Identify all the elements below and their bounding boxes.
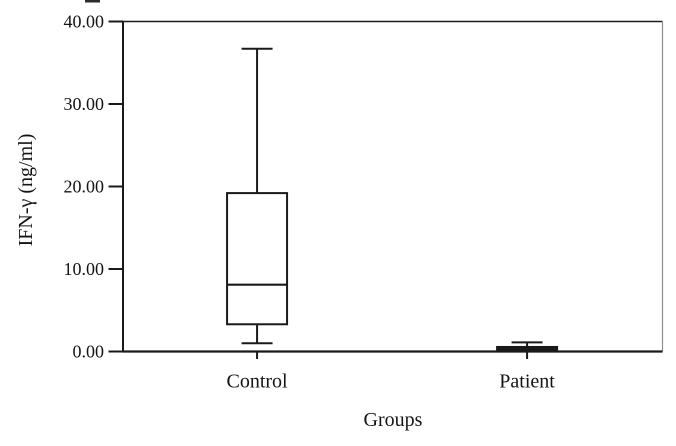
y-tick-label: 0.00 bbox=[73, 342, 105, 362]
category-label: Patient bbox=[499, 371, 555, 393]
y-tick-label: 40.00 bbox=[64, 12, 105, 32]
category-label: Control bbox=[227, 371, 289, 393]
y-tick-label: 20.00 bbox=[64, 177, 105, 197]
y-axis-title: IFN-γ (ng/ml) bbox=[15, 134, 37, 247]
y-tick-label: 30.00 bbox=[64, 94, 105, 114]
box-control bbox=[226, 192, 289, 326]
y-tick-label: 10.00 bbox=[64, 259, 105, 279]
crop-artifact bbox=[85, 0, 100, 3]
x-axis-title: Groups bbox=[364, 409, 423, 431]
